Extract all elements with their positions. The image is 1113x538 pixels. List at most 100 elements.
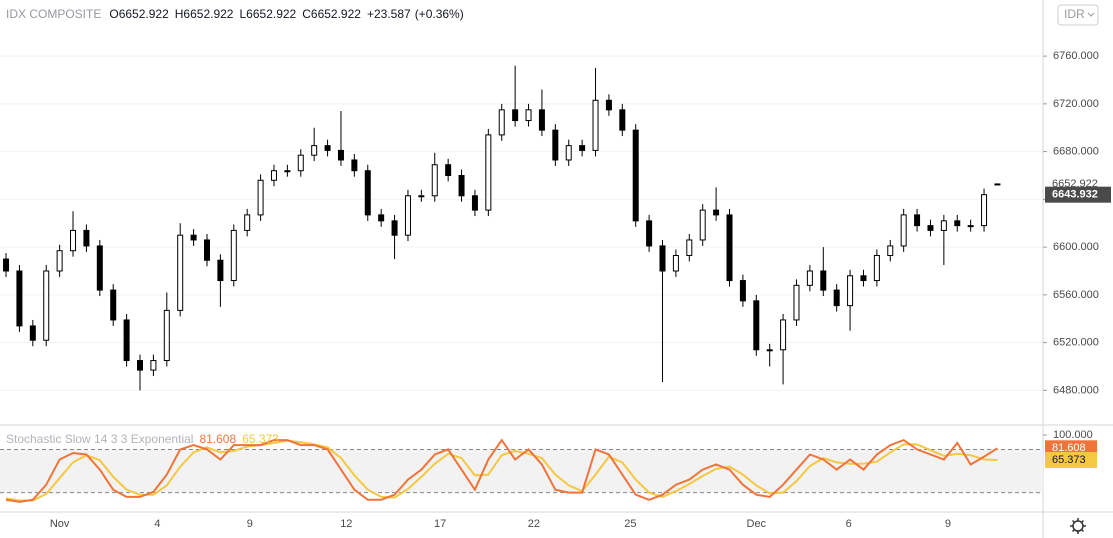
candle-body — [525, 109, 532, 122]
candle-body — [16, 270, 23, 327]
candle-body — [471, 195, 478, 211]
y-tick-label: 6720.000 — [1053, 98, 1099, 110]
candle-body — [244, 214, 251, 231]
candle-body — [177, 234, 184, 311]
candle-body — [110, 289, 117, 321]
value-label: 65.373 — [1052, 454, 1086, 466]
ohlc-key: L — [239, 7, 246, 21]
candle-body — [672, 254, 679, 272]
candle-body — [713, 209, 720, 216]
y-tick-label: 6520.000 — [1053, 337, 1099, 349]
candle-body — [29, 325, 36, 341]
candle-body — [230, 229, 237, 282]
gear-teeth[interactable] — [1070, 518, 1086, 534]
candle-body — [967, 225, 974, 228]
candle-body — [217, 259, 224, 282]
ohlc-value: 6652.922 — [183, 7, 233, 21]
candle-body — [311, 145, 318, 156]
candle-body — [753, 300, 760, 351]
ohlc-value: 6652.922 — [311, 7, 361, 21]
candle-body — [257, 179, 264, 216]
candle-body — [83, 229, 90, 247]
stoch-line — [5, 439, 998, 502]
candle-body — [458, 174, 465, 197]
candle-body — [418, 195, 425, 198]
price-label: 6643.932 — [1052, 189, 1098, 201]
candle-body — [498, 109, 505, 136]
currency-button[interactable]: IDR — [1057, 4, 1099, 26]
y-tick-label: 6600.000 — [1053, 241, 1099, 253]
candle-body — [391, 220, 398, 236]
x-tick-label: 12 — [340, 518, 352, 530]
x-tick-label: 6 — [846, 518, 852, 530]
candle-body — [579, 145, 586, 151]
candle-body — [873, 254, 880, 282]
candle-body — [150, 360, 157, 371]
candle-body — [163, 309, 170, 362]
candle-body — [806, 270, 813, 286]
candle-body — [404, 195, 411, 236]
candle-body — [940, 220, 947, 231]
candle-body — [190, 234, 197, 241]
candle-body — [900, 214, 907, 247]
candle-body — [70, 229, 77, 252]
candle-body — [485, 134, 492, 211]
candle-body — [927, 225, 934, 231]
candle-body — [431, 164, 438, 197]
change: +23.587 — [367, 7, 411, 21]
candle-body — [820, 270, 827, 291]
candle-body — [833, 289, 840, 307]
candle-body — [378, 214, 385, 222]
currency-button-box[interactable] — [1057, 4, 1099, 26]
candle-body — [552, 129, 559, 161]
candle-body — [351, 159, 358, 172]
candle-body — [659, 245, 666, 272]
candle-body — [337, 149, 344, 161]
ohlc-value: 6652.922 — [119, 7, 169, 21]
candle-body — [605, 99, 612, 111]
indicator-value: 81.608 — [199, 432, 236, 446]
value-label: 81.608 — [1052, 442, 1086, 454]
candle-body — [793, 284, 800, 321]
header: IDX COMPOSITE O6652.922 H6652.922 L6652.922… — [6, 7, 464, 21]
price-label-box — [1045, 186, 1111, 203]
y-tick-label: 100.000 — [1053, 429, 1093, 441]
candle-body — [646, 220, 653, 247]
dropdown-arrow[interactable] — [1087, 12, 1095, 17]
ohlc-key: O — [109, 7, 118, 21]
indicator-value: 65.373 — [242, 432, 279, 446]
candle-body — [619, 109, 626, 131]
currency-label[interactable]: IDR — [1064, 7, 1085, 21]
ohlc-value: 6652.922 — [246, 7, 296, 21]
candle-body — [137, 360, 144, 371]
symbol-name: IDX COMPOSITE — [6, 7, 101, 21]
candle-body — [96, 245, 103, 291]
candle-body — [699, 209, 706, 241]
candle-body — [3, 258, 10, 272]
x-tick-label: 9 — [247, 518, 253, 530]
candle-body — [887, 245, 894, 256]
change-pct: (+0.36%) — [415, 7, 464, 21]
candle-body — [954, 220, 961, 227]
band-fill — [0, 449, 1043, 493]
candle-body — [981, 194, 988, 227]
candle-body — [123, 319, 130, 362]
candle-body — [538, 109, 545, 131]
candle-body — [512, 109, 519, 122]
x-tick-label: Dec — [747, 518, 767, 530]
candle-body — [739, 280, 746, 302]
x-tick-label: 4 — [154, 518, 160, 530]
candle-body — [592, 99, 599, 151]
candle-body — [780, 319, 787, 351]
candle-body — [726, 214, 733, 282]
y-tick-label: 6480.000 — [1053, 384, 1099, 396]
settings-button[interactable] — [1070, 518, 1086, 534]
stoch-line — [5, 438, 998, 503]
candle-body — [43, 270, 50, 341]
indicator-title: Stochastic Slow 14 3 3 Exponential — [6, 432, 193, 446]
x-tick-label: 25 — [624, 518, 636, 530]
x-tick-label: 22 — [528, 518, 540, 530]
x-tick-label: 9 — [945, 518, 951, 530]
candle-body — [364, 170, 371, 216]
